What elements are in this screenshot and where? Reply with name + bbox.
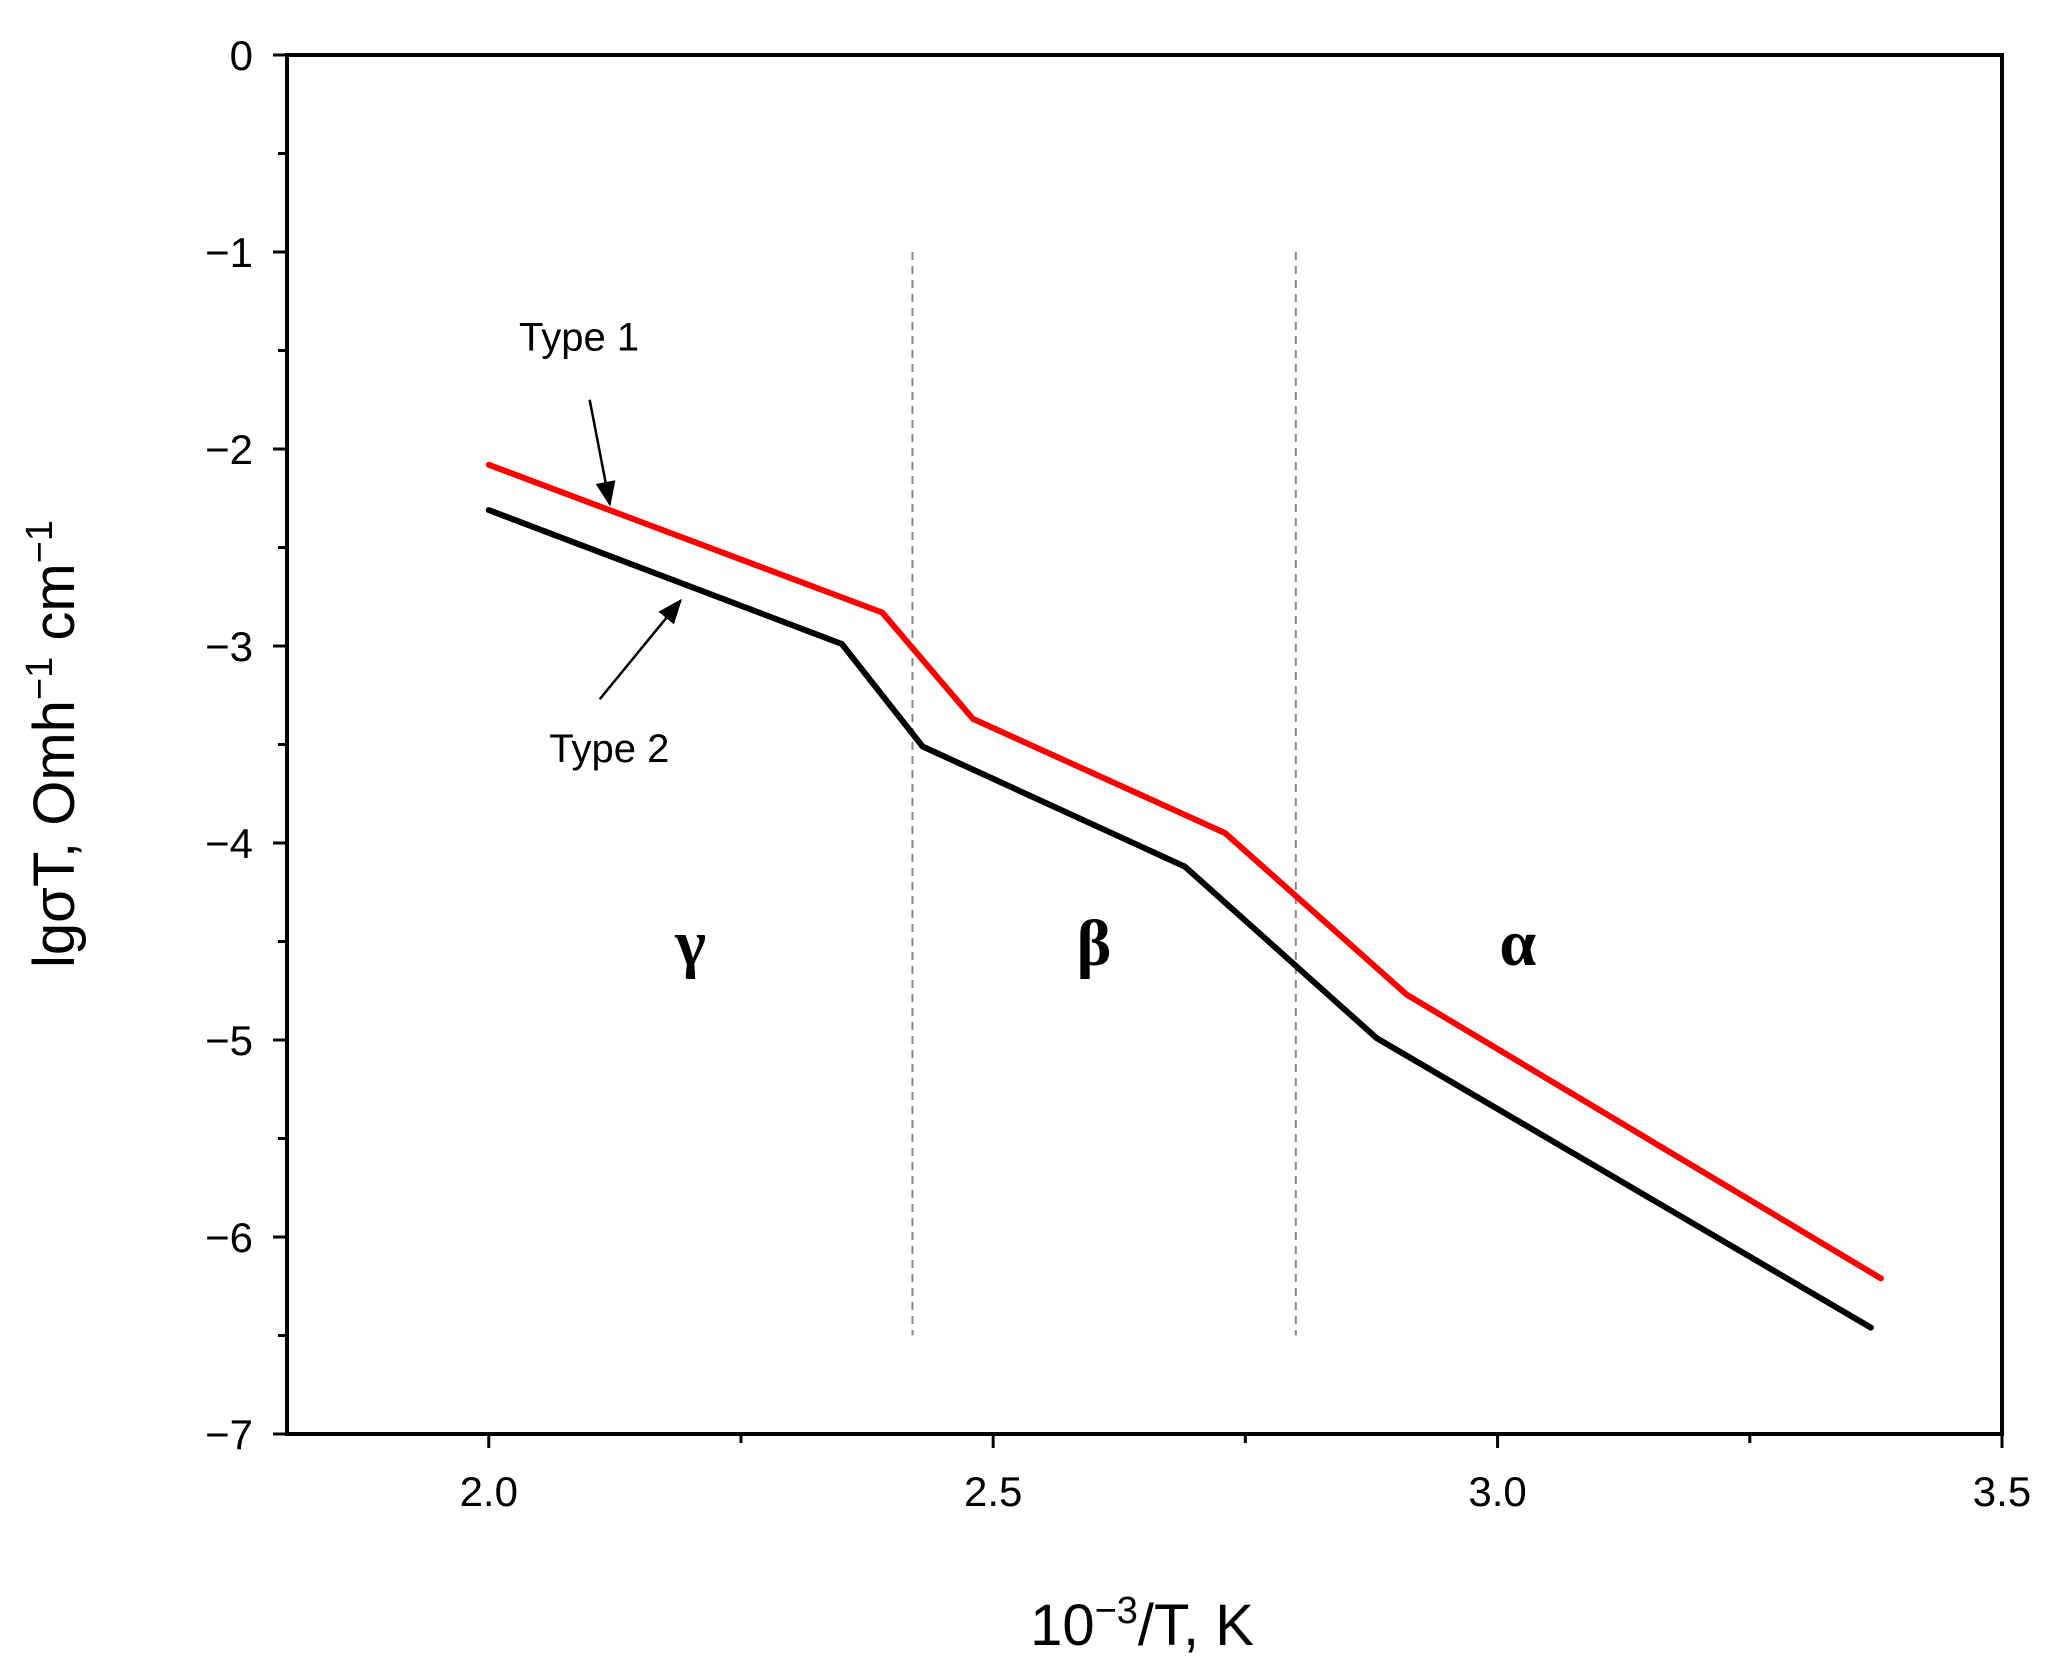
- y-tick-label: −4: [205, 820, 253, 867]
- region-label: α: [1499, 907, 1536, 980]
- y-axis-title: lgσT, Omh−1 cm−1: [19, 520, 87, 968]
- y-axis-title-mid: cm: [22, 563, 87, 656]
- y-tick-label: −1: [205, 229, 253, 276]
- annotation-arrow: [588, 399, 616, 507]
- series-line-1: [485, 507, 1874, 1331]
- y-axis-ticks: 0 −1 −2 −3 −4 −5 −6 −7: [205, 32, 287, 1458]
- plot-frame: [285, 53, 2004, 1436]
- y-axis-title-sup1: −1: [19, 657, 61, 700]
- region-label: β: [1077, 907, 1112, 980]
- annotation-label: Type 1: [519, 316, 639, 360]
- x-tick-label: 3.0: [1468, 1468, 1526, 1515]
- annotation-arrow: [598, 598, 683, 700]
- y-tick-label: −7: [205, 1411, 253, 1458]
- y-axis-title-sup2: −1: [19, 520, 61, 563]
- x-axis-ticks: 2.0 2.5 3.0 3.5: [460, 1434, 2031, 1515]
- annotations: Type 1 Type 2: [519, 316, 683, 771]
- y-tick-label: −3: [205, 623, 253, 670]
- y-tick-label: −2: [205, 426, 253, 473]
- series-line-0: [485, 461, 1884, 1282]
- x-axis-title-tail: /T, K: [1138, 1593, 1254, 1658]
- x-tick-label: 3.5: [1973, 1468, 2031, 1515]
- x-axis-title-base: 10: [1030, 1593, 1095, 1658]
- y-tick-label: −5: [205, 1017, 253, 1064]
- series-group: [485, 461, 1884, 1331]
- x-axis-title: 10−3/T, K: [1030, 1590, 1254, 1658]
- y-tick-label: −6: [205, 1214, 253, 1261]
- y-tick-label: 0: [230, 32, 253, 79]
- region-label: γ: [674, 907, 706, 980]
- x-axis-title-sup: −3: [1095, 1590, 1138, 1632]
- annotation-label: Type 2: [549, 727, 669, 771]
- x-tick-label: 2.0: [460, 1468, 518, 1515]
- phase-boundaries: [911, 252, 1297, 1336]
- y-axis-title-base: lgσT, Omh: [22, 700, 87, 968]
- x-tick-label: 2.5: [964, 1468, 1022, 1515]
